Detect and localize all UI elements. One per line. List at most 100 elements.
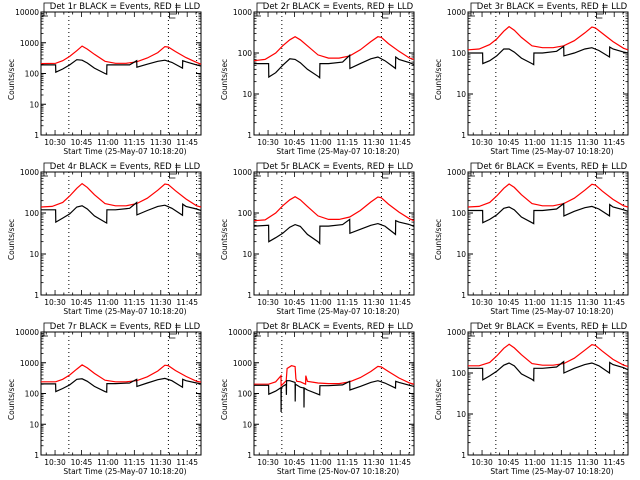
plot-frame [467,171,629,296]
y-axis-label: Counts/sec [434,59,443,100]
plot-frame [253,331,415,456]
detector-panel-8: Det 8r BLACK = Events, RED = LLD 1 10 100 10… [213,320,426,480]
x-axis-label: Start Time (25-May-07 10:18:20) [276,147,399,156]
x-tick-label: 11:15 [337,458,359,467]
y-axis-label: Counts/sec [434,379,443,420]
panel-title: Det 1r BLACK = Events, RED = LLD [50,2,201,12]
x-tick-label: 10:30 [471,138,493,147]
x-tick-label: 11:00 [310,138,332,147]
x-tick-label: 11:30 [150,298,172,307]
y-tick-label: 10000 [228,328,252,337]
x-tick-label: 11:00 [97,298,119,307]
series-line-events [41,377,202,394]
x-tick-label: 10:45 [71,138,93,147]
x-tick-label: 11:15 [337,138,359,147]
x-tick-label: 11:45 [176,458,198,467]
y-axis-label: Counts/sec [220,219,229,260]
x-tick-label: 10:45 [498,138,520,147]
detector-panel-1: Det 1r BLACK = Events, RED = LLD 1 10 100 10… [0,0,213,160]
x-axis-label: Start Time (25-May-07 10:18:20) [490,307,613,316]
y-tick-label: 1000 [233,168,252,177]
series-line-events [254,53,415,79]
x-tick-label: 11:30 [577,138,599,147]
series-line-lld [467,25,629,51]
y-axis-label: Counts/sec [220,59,229,100]
series-line-lld [41,364,202,383]
panel-title: Det 7r BLACK = Events, RED = LLD [50,322,201,332]
x-tick-label: 10:30 [257,298,279,307]
y-tick-label: 1000 [447,8,466,17]
x-tick-label: 11:45 [603,458,625,467]
panel-title: Det 5r BLACK = Events, RED = LLD [263,162,414,172]
series-line-events [254,380,415,413]
y-tick-label: 1000 [20,359,39,368]
x-tick-label: 10:30 [257,138,279,147]
y-tick-label: 100 [25,209,40,218]
panel-title: Det 6r BLACK = Events, RED = LLD [477,162,628,172]
plot-frame [40,331,202,456]
y-tick-label: 10 [29,250,39,259]
panel-plot: Det 7r BLACK = Events, RED = LLD 1 10 100 10… [7,322,202,476]
panel-plot: Det 4r BLACK = Events, RED = LLD 1 10 100 10… [7,162,202,316]
y-tick-label: 1000 [233,8,252,17]
y-axis-label: Counts/sec [7,379,16,420]
plot-frame [253,171,415,296]
series-line-events [41,59,202,76]
x-tick-label: 11:00 [524,138,546,147]
x-tick-label: 10:30 [257,458,279,467]
y-tick-label: 10 [29,420,39,429]
y-tick-label: 1 [247,451,252,460]
panel-plot: Det 3r BLACK = Events, RED = LLD 1 10 100 10… [434,2,629,156]
x-tick-label: 11:15 [124,298,146,307]
y-axis-label: Counts/sec [7,219,16,260]
plot-frame [253,11,415,136]
panel-title: Det 3r BLACK = Events, RED = LLD [477,2,628,12]
panel-plot: Det 2r BLACK = Events, RED = LLD 1 10 100 10… [220,2,415,156]
y-tick-label: 1 [34,451,39,460]
detector-panel-4: Det 4r BLACK = Events, RED = LLD 1 10 100 10… [0,160,213,320]
series-line-lld [253,196,415,222]
panel-plot: Det 6r BLACK = Events, RED = LLD 1 10 100 10… [434,162,629,316]
plot-frame [40,11,202,136]
y-tick-label: 100 [238,390,253,399]
x-tick-label: 11:45 [176,138,198,147]
y-tick-label: 1000 [20,168,39,177]
detector-panel-3: Det 3r BLACK = Events, RED = LLD 1 10 100 10… [427,0,640,160]
x-tick-label: 10:45 [284,138,306,147]
x-axis-label: Start Time (25-May-07 10:18:20) [63,307,186,316]
series-line-lld [253,36,415,62]
panel-plot: Det 1r BLACK = Events, RED = LLD 1 10 100 10… [7,2,202,156]
series-line-events [468,360,629,382]
detector-panel-6: Det 6r BLACK = Events, RED = LLD 1 10 100 10… [427,160,640,320]
detector-panel-2: Det 2r BLACK = Events, RED = LLD 1 10 100 10… [213,0,426,160]
y-tick-label: 10 [242,90,252,99]
x-tick-label: 11:45 [389,298,411,307]
panel-plot: Det 8r BLACK = Events, RED = LLD 1 10 100 10… [220,322,415,476]
y-tick-label: 100 [452,369,467,378]
x-tick-label: 11:15 [551,138,573,147]
series-line-events [41,201,202,224]
x-tick-label: 11:15 [124,458,146,467]
x-axis-label: Start Time (25-Nov-07 10:18:20) [277,467,399,476]
x-tick-label: 11:30 [363,298,385,307]
x-tick-label: 10:30 [471,298,493,307]
x-axis-label: Start Time (25-May-07 10:18:20) [490,467,613,476]
y-tick-label: 10000 [15,328,39,337]
plot-frame [40,171,202,296]
x-tick-label: 11:00 [97,458,119,467]
panel-title: Det 9r BLACK = Events, RED = LLD [477,322,628,332]
panel-title: Det 8r BLACK = Events, RED = LLD [263,322,414,332]
series-line-lld [467,183,629,208]
y-tick-label: 1000 [447,328,466,337]
x-tick-label: 11:45 [176,298,198,307]
x-tick-label: 10:30 [44,138,66,147]
panel-title: Det 2r BLACK = Events, RED = LLD [263,2,414,12]
x-tick-label: 11:30 [363,138,385,147]
y-tick-label: 1 [34,131,39,140]
x-tick-label: 11:00 [524,458,546,467]
x-tick-label: 11:15 [551,458,573,467]
panel-title: Det 4r BLACK = Events, RED = LLD [50,162,201,172]
y-tick-label: 1 [34,291,39,300]
y-tick-label: 10000 [15,8,39,17]
y-tick-label: 10 [242,420,252,429]
